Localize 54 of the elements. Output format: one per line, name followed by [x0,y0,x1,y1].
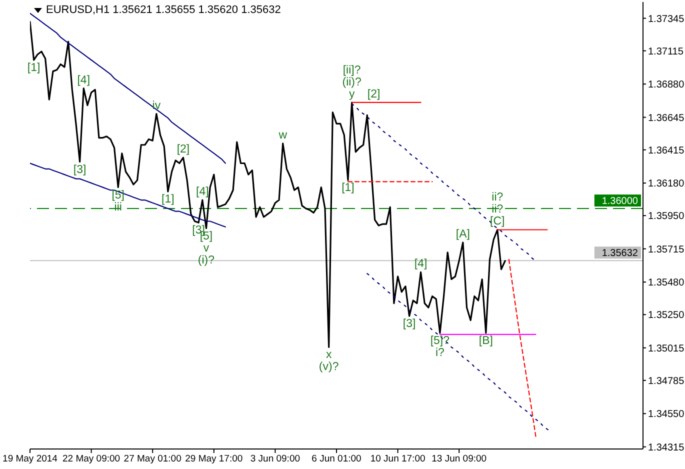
annotation: [B] [478,335,493,348]
annotation: (i)? [198,254,215,266]
annotation: [2] [176,144,190,156]
annotation: i? [435,347,444,360]
y-tick-label: 1.37345 [648,14,685,25]
annotation: w [278,129,288,142]
annotation: [2] [367,88,380,100]
annotation: [4] [414,258,428,270]
y-tick-label: 1.34315 [648,442,685,454]
y-tick-label: 1.37115 [648,46,684,58]
y-tick-label: 1.34785 [648,376,685,387]
line-series [30,21,506,348]
annotation: v [203,242,210,254]
annotation: [1] [342,182,354,194]
annotation: [A] [456,228,470,240]
annotation: ii? [492,192,504,204]
y-tick-label: 1.35480 [648,278,685,289]
annotation: (ii)? [342,76,362,88]
annotation: y [348,88,355,100]
annotation: [C] [490,216,505,228]
annotation: [5] [112,189,125,202]
annotation: [ii]? [342,64,361,76]
y-tick-label: 1.34550 [648,409,685,420]
chart-title: EURUSD,H1 1.35621 1.35655 1.35620 1.35632 [46,4,281,17]
annotation: x [326,349,332,362]
line-series [508,258,536,437]
ref-line-label: 1.36000 [602,196,638,208]
y-tick-label: 1.35950 [648,211,685,222]
y-tick-label: 1.36180 [648,178,685,190]
x-tick-label: 29 May 17:00 [185,454,243,465]
ref-line-label: 1.35632 [602,248,638,260]
x-tick-label: 13 Jun 09:00 [432,454,487,465]
x-tick-label: 19 May 2014 [2,454,58,465]
annotation: [4] [77,74,90,86]
x-tick-label: 27 May 01:00 [124,454,182,465]
annotation: (v)? [318,361,339,374]
x-tick-label: 10 Jun 17:00 [370,454,426,465]
annotation: [3] [402,318,416,330]
x-tick-label: 22 May 09:00 [62,454,120,465]
annotation: iv [152,100,161,112]
y-tick-label: 1.35015 [648,343,685,354]
annotation: [5]? [430,335,450,348]
x-tick-label: 3 Jun 09:00 [250,454,300,465]
annotation: [1] [27,62,40,74]
annotation: [4] [196,186,209,198]
y-tick-label: 1.35715 [648,244,685,256]
x-tick-label: 6 Jun 01:00 [312,454,362,465]
y-tick-label: 1.35250 [648,310,685,322]
annotation: [1] [162,194,174,206]
y-tick-label: 1.36415 [648,145,685,156]
line-series [30,12,226,164]
y-tick-label: 1.36645 [648,112,685,124]
y-tick-label: 1.36880 [648,80,685,91]
annotation: [3] [73,164,86,176]
